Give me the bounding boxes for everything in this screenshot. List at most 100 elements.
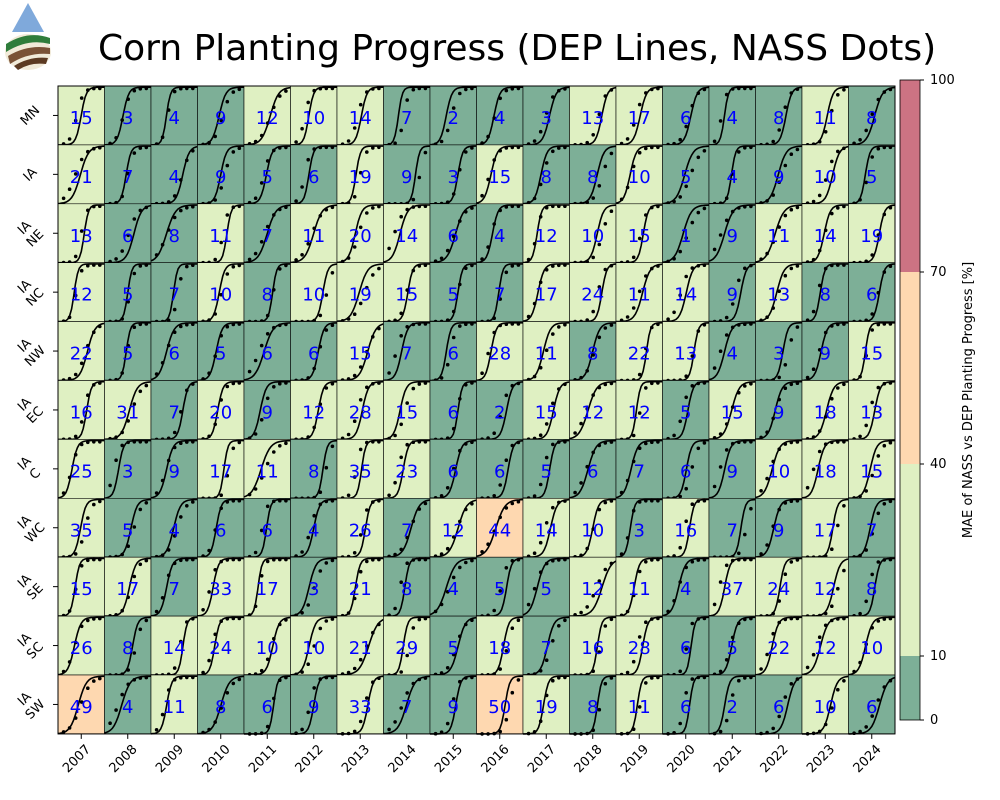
nass-dot — [358, 365, 363, 369]
dep-line — [197, 675, 245, 735]
nass-dot — [219, 333, 223, 338]
nass-dot — [532, 301, 537, 306]
nass-dot — [724, 315, 729, 320]
nass-dot — [486, 245, 490, 249]
nass-dot — [789, 152, 794, 156]
nass-dot — [259, 476, 264, 480]
nass-dot — [126, 171, 130, 176]
col-label: 2018 — [572, 742, 606, 776]
cell-value: 15 — [70, 108, 93, 129]
nass-dot — [377, 622, 381, 627]
nass-dot — [516, 204, 521, 208]
nass-dot — [411, 519, 416, 524]
cell: 4 — [708, 144, 756, 206]
nass-dot — [191, 500, 195, 504]
nass-dot — [585, 605, 589, 609]
cell: 6 — [429, 203, 477, 264]
nass-dot — [876, 619, 881, 623]
nass-dot — [365, 285, 369, 290]
nass-dot — [237, 146, 242, 150]
cell: 5 — [429, 262, 477, 324]
nass-dot — [631, 727, 636, 731]
nass-dot — [346, 317, 351, 321]
nass-dot — [451, 234, 456, 239]
nass-dot — [114, 257, 118, 261]
nass-dot — [678, 293, 682, 298]
dep-line — [336, 204, 384, 264]
nass-dot — [166, 688, 171, 692]
nass-dot — [730, 693, 735, 697]
cell: 10 — [801, 144, 849, 205]
nass-dot — [510, 501, 515, 506]
nass-dot — [743, 384, 747, 388]
nass-dot — [749, 145, 753, 150]
dep-line — [755, 263, 803, 323]
dep-line — [57, 439, 105, 499]
nass-dot — [817, 348, 822, 352]
nass-dot — [492, 222, 497, 226]
nass-dot — [61, 669, 66, 674]
cell-value: 4 — [727, 108, 738, 129]
nass-dot — [191, 675, 195, 680]
cell-bg — [801, 321, 849, 381]
nass-dot — [817, 248, 822, 253]
cell: 9 — [243, 380, 291, 441]
nass-dot — [830, 263, 834, 268]
nass-dot — [510, 383, 515, 388]
nass-dot — [61, 491, 66, 495]
cell: 9 — [801, 321, 849, 382]
cell: 33 — [336, 674, 384, 736]
cell-bg — [150, 380, 198, 440]
dep-line — [197, 322, 244, 382]
cell: 10 — [615, 144, 663, 205]
dep-line — [848, 616, 895, 676]
nass-dot — [712, 436, 717, 440]
nass-dot — [79, 157, 84, 162]
nass-dot — [330, 558, 335, 563]
nass-dot — [132, 651, 137, 655]
nass-dot — [451, 309, 456, 314]
cell-value: 9 — [727, 285, 738, 306]
nass-dot — [771, 240, 775, 244]
cell-value: 16 — [581, 638, 604, 659]
cell-bg — [522, 85, 570, 146]
nass-dot — [795, 440, 800, 444]
nass-dot — [278, 267, 282, 271]
nass-dot — [179, 558, 183, 563]
nass-dot — [864, 180, 868, 185]
nass-dot — [352, 126, 357, 130]
cell-value: 15 — [488, 167, 511, 188]
cell-value: 7 — [169, 403, 180, 424]
nass-dot — [312, 366, 317, 371]
dep-line — [429, 86, 477, 146]
nass-dot — [284, 675, 288, 680]
nass-dot — [464, 676, 468, 680]
cell-bg — [476, 262, 524, 322]
cell-bg — [848, 497, 896, 558]
nass-dot — [538, 433, 543, 438]
nass-dot — [817, 139, 822, 144]
cell-bg — [755, 556, 803, 617]
dep-line — [57, 145, 105, 205]
nass-dot — [284, 381, 288, 385]
cell-value: 7 — [122, 167, 133, 188]
cell-value: 6 — [680, 108, 691, 129]
nass-dot — [365, 508, 369, 512]
nass-dot — [73, 172, 78, 176]
nass-dot — [423, 501, 428, 506]
nass-dot — [399, 422, 404, 427]
nass-dot — [330, 382, 335, 386]
colorbar-label: MAE of NASS vs DEP Planting Progress [%] — [961, 262, 976, 538]
cell-value: 6 — [587, 461, 598, 482]
nass-dot — [201, 377, 205, 381]
dep-line — [801, 439, 849, 499]
nass-dot — [783, 273, 788, 278]
dep-line — [57, 616, 105, 676]
colorbar-bin — [900, 656, 920, 720]
cell: 8 — [569, 144, 617, 206]
nass-dot — [265, 461, 270, 466]
cell-bg — [104, 380, 152, 440]
nass-dot — [160, 135, 165, 139]
nass-dot — [510, 264, 515, 268]
cell: 6 — [662, 615, 710, 677]
